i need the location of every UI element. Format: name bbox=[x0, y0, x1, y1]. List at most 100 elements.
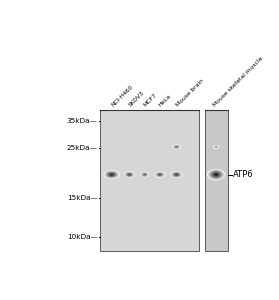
Ellipse shape bbox=[128, 174, 131, 176]
Ellipse shape bbox=[159, 174, 161, 175]
Text: HeLa: HeLa bbox=[158, 94, 172, 108]
Ellipse shape bbox=[156, 172, 163, 177]
Ellipse shape bbox=[126, 173, 132, 176]
Text: 15kDa—: 15kDa— bbox=[67, 195, 98, 201]
Ellipse shape bbox=[158, 174, 162, 176]
Ellipse shape bbox=[214, 146, 218, 148]
Text: Mouse skeletal muscle: Mouse skeletal muscle bbox=[212, 56, 264, 108]
Ellipse shape bbox=[176, 174, 177, 175]
Text: 25kDa—: 25kDa— bbox=[67, 145, 98, 151]
Ellipse shape bbox=[108, 172, 116, 177]
Ellipse shape bbox=[142, 173, 148, 176]
Ellipse shape bbox=[215, 174, 217, 176]
Ellipse shape bbox=[208, 169, 224, 180]
Ellipse shape bbox=[213, 145, 219, 148]
Ellipse shape bbox=[173, 172, 180, 177]
Ellipse shape bbox=[144, 174, 146, 175]
Ellipse shape bbox=[211, 171, 221, 178]
Ellipse shape bbox=[173, 145, 180, 149]
Ellipse shape bbox=[124, 172, 134, 177]
Ellipse shape bbox=[175, 146, 178, 148]
Ellipse shape bbox=[210, 171, 223, 178]
Ellipse shape bbox=[143, 174, 146, 176]
Ellipse shape bbox=[144, 174, 146, 175]
Ellipse shape bbox=[156, 172, 164, 177]
Ellipse shape bbox=[110, 174, 113, 175]
Ellipse shape bbox=[172, 172, 181, 177]
Ellipse shape bbox=[174, 146, 179, 148]
Ellipse shape bbox=[155, 172, 165, 177]
Ellipse shape bbox=[128, 173, 131, 176]
Ellipse shape bbox=[209, 170, 223, 179]
Ellipse shape bbox=[158, 174, 161, 175]
Ellipse shape bbox=[144, 174, 145, 175]
Ellipse shape bbox=[142, 173, 148, 176]
Ellipse shape bbox=[207, 169, 225, 180]
Ellipse shape bbox=[176, 174, 177, 175]
Ellipse shape bbox=[104, 170, 119, 179]
Ellipse shape bbox=[213, 145, 219, 149]
Ellipse shape bbox=[172, 145, 181, 149]
Ellipse shape bbox=[143, 174, 146, 176]
Ellipse shape bbox=[128, 174, 131, 175]
Ellipse shape bbox=[107, 172, 116, 177]
Ellipse shape bbox=[211, 172, 221, 178]
Text: 10kDa—: 10kDa— bbox=[67, 234, 98, 240]
Ellipse shape bbox=[174, 145, 179, 148]
Ellipse shape bbox=[107, 172, 117, 177]
Ellipse shape bbox=[173, 173, 180, 176]
Ellipse shape bbox=[142, 173, 147, 176]
Ellipse shape bbox=[210, 171, 222, 178]
Ellipse shape bbox=[211, 172, 221, 178]
Ellipse shape bbox=[124, 172, 135, 178]
Ellipse shape bbox=[106, 172, 117, 178]
Ellipse shape bbox=[144, 174, 146, 175]
Ellipse shape bbox=[109, 173, 115, 176]
Ellipse shape bbox=[175, 146, 177, 147]
Ellipse shape bbox=[171, 172, 182, 178]
Text: MCF7: MCF7 bbox=[143, 93, 158, 108]
Ellipse shape bbox=[175, 174, 178, 176]
Ellipse shape bbox=[128, 174, 131, 176]
Ellipse shape bbox=[142, 173, 148, 176]
Ellipse shape bbox=[214, 146, 218, 148]
Ellipse shape bbox=[214, 146, 218, 148]
Ellipse shape bbox=[126, 172, 133, 177]
Ellipse shape bbox=[104, 170, 119, 179]
Ellipse shape bbox=[175, 146, 178, 148]
Ellipse shape bbox=[104, 170, 120, 179]
Ellipse shape bbox=[212, 172, 220, 177]
Ellipse shape bbox=[143, 173, 147, 176]
Ellipse shape bbox=[157, 173, 163, 176]
Ellipse shape bbox=[208, 169, 224, 180]
Ellipse shape bbox=[215, 146, 217, 147]
Ellipse shape bbox=[126, 173, 133, 176]
Ellipse shape bbox=[209, 170, 223, 179]
Text: 35kDa—: 35kDa— bbox=[67, 118, 98, 124]
Ellipse shape bbox=[128, 174, 131, 176]
Ellipse shape bbox=[125, 172, 133, 177]
Ellipse shape bbox=[174, 146, 179, 148]
Ellipse shape bbox=[127, 173, 132, 176]
Ellipse shape bbox=[144, 174, 145, 175]
Ellipse shape bbox=[213, 172, 220, 177]
Ellipse shape bbox=[106, 172, 117, 178]
Ellipse shape bbox=[215, 146, 217, 147]
Ellipse shape bbox=[215, 174, 217, 175]
Text: NCI-H460: NCI-H460 bbox=[110, 85, 134, 108]
Ellipse shape bbox=[141, 172, 148, 177]
Ellipse shape bbox=[214, 146, 218, 148]
Ellipse shape bbox=[155, 172, 165, 177]
Ellipse shape bbox=[157, 173, 163, 176]
Bar bbox=[100, 110, 199, 251]
Ellipse shape bbox=[143, 173, 147, 176]
Ellipse shape bbox=[158, 173, 162, 176]
Ellipse shape bbox=[157, 173, 163, 176]
Ellipse shape bbox=[214, 146, 218, 148]
Text: Mouse brain: Mouse brain bbox=[175, 79, 205, 108]
Ellipse shape bbox=[141, 172, 149, 177]
Ellipse shape bbox=[175, 174, 178, 176]
Ellipse shape bbox=[141, 172, 148, 177]
Ellipse shape bbox=[129, 174, 130, 175]
Ellipse shape bbox=[213, 145, 219, 149]
